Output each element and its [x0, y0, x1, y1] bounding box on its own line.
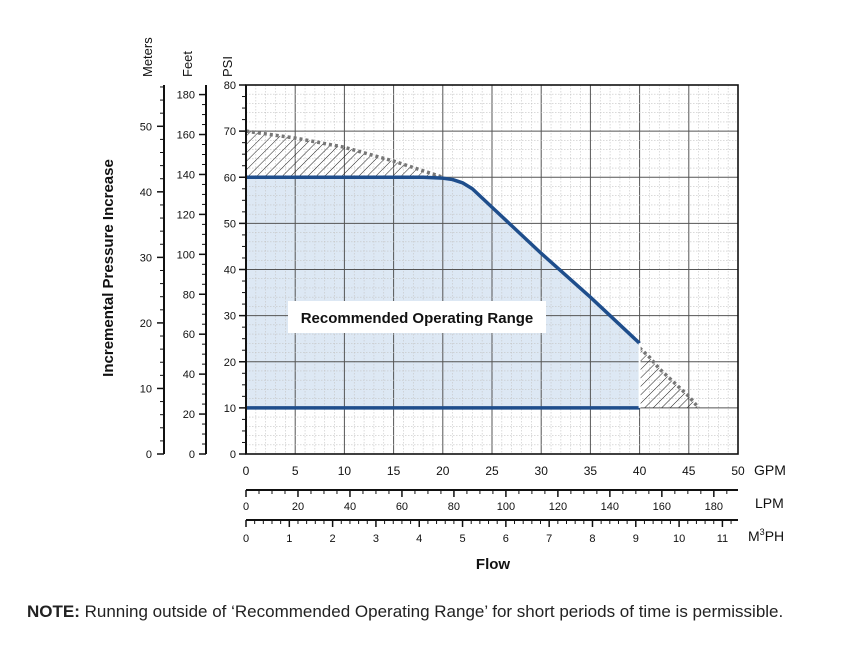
tick-label: 30 [140, 252, 152, 264]
m3ph-axis: 0 1 2 3 4 5 6 7 8 9 10 11 M3PH [243, 519, 784, 545]
axis-unit-label: Meters [140, 37, 155, 77]
tick-label: 30 [224, 311, 236, 323]
gpm-axis: 0 5 10 15 20 25 30 35 40 45 50 GPM [243, 462, 786, 478]
tick-label: 140 [177, 169, 195, 181]
tick-label: 140 [601, 501, 619, 513]
tick-label: 60 [224, 172, 236, 184]
tick-label: 15 [387, 464, 401, 478]
tick-label: 0 [243, 464, 250, 478]
limit-line [638, 346, 700, 410]
tick-label: 180 [177, 90, 195, 102]
y-axis-title: Incremental Pressure Increase [100, 159, 117, 377]
tick-label: 3 [373, 533, 379, 545]
tick-label: 9 [633, 533, 639, 545]
pressure-flow-chart: Recommended Operating Range 010203040506… [100, 37, 786, 573]
tick-label: 160 [653, 501, 671, 513]
lpm-axis: 0 20 40 60 80 100 120 140 160 180 LPM [243, 489, 784, 513]
tick-label: 120 [549, 501, 567, 513]
tick-label: 45 [682, 464, 696, 478]
tick-label: 40 [224, 265, 236, 277]
psi-axis: 0 10 20 30 40 50 60 70 80 PSI [220, 56, 247, 461]
tick-label: 60 [183, 329, 195, 341]
tick-label: 20 [292, 501, 304, 513]
max-pressure-curve [246, 175, 641, 345]
tick-label: 20 [224, 357, 236, 369]
tick-label: 40 [140, 187, 152, 199]
tick-label: 100 [177, 249, 195, 261]
tick-label: 2 [330, 533, 336, 545]
tick-label: 35 [584, 464, 598, 478]
tick-label: 40 [183, 369, 195, 381]
tick-label: 0 [243, 533, 249, 545]
tick-label: 50 [731, 464, 745, 478]
tick-label: 160 [177, 130, 195, 142]
axis-unit-label: PSI [220, 56, 235, 77]
note-label: NOTE: [27, 602, 80, 621]
tick-label: 0 [243, 501, 249, 513]
tick-label: 60 [396, 501, 408, 513]
tick-label: 180 [705, 501, 723, 513]
tick-label: 0 [189, 449, 195, 461]
tick-label: 10 [224, 403, 236, 415]
annotation-box [288, 301, 546, 333]
tick-label: 20 [183, 409, 195, 421]
meters-axis: 0 10 20 30 40 50 Meters [140, 37, 165, 461]
axis-unit-label: GPM [754, 462, 786, 478]
feet-axis: 0 20 40 60 80 100 120 140 160 180 Feet [177, 51, 207, 461]
footnote: NOTE: Running outside of ‘Recommended Op… [27, 602, 837, 622]
tick-label: 40 [633, 464, 647, 478]
tick-label: 5 [459, 533, 465, 545]
tick-label: 50 [224, 218, 236, 230]
tick-label: 120 [177, 209, 195, 221]
tick-label: 80 [183, 289, 195, 301]
tick-label: 50 [140, 121, 152, 133]
x-axis-title: Flow [476, 556, 510, 573]
tick-label: 6 [503, 533, 509, 545]
axis-unit-label: Feet [180, 51, 195, 77]
hatched-region-high [246, 131, 443, 179]
tick-label: 0 [230, 449, 236, 461]
tick-label: 10 [338, 464, 352, 478]
tick-label: 10 [673, 533, 685, 545]
note-text: Running outside of ‘Recommended Operatin… [84, 602, 784, 621]
tick-label: 0 [146, 449, 152, 461]
tick-label: 80 [224, 80, 236, 92]
tick-label: 80 [448, 501, 460, 513]
tick-label: 11 [717, 533, 728, 545]
annotation-label: Recommended Operating Range [301, 310, 534, 327]
tick-label: 30 [535, 464, 549, 478]
tick-label: 100 [497, 501, 515, 513]
tick-label: 25 [485, 464, 499, 478]
tick-label: 7 [546, 533, 552, 545]
tick-label: 40 [344, 501, 356, 513]
tick-label: 70 [224, 126, 236, 138]
tick-label: 5 [292, 464, 299, 478]
tick-label: 20 [436, 464, 450, 478]
tick-label: 1 [286, 533, 292, 545]
tick-label: 4 [416, 533, 422, 545]
tick-label: 8 [589, 533, 595, 545]
tick-label: 20 [140, 318, 152, 330]
tick-label: 10 [140, 383, 152, 395]
limit-line [245, 129, 444, 179]
axis-unit-label: M3PH [748, 527, 784, 544]
axis-unit-label: LPM [755, 495, 784, 511]
